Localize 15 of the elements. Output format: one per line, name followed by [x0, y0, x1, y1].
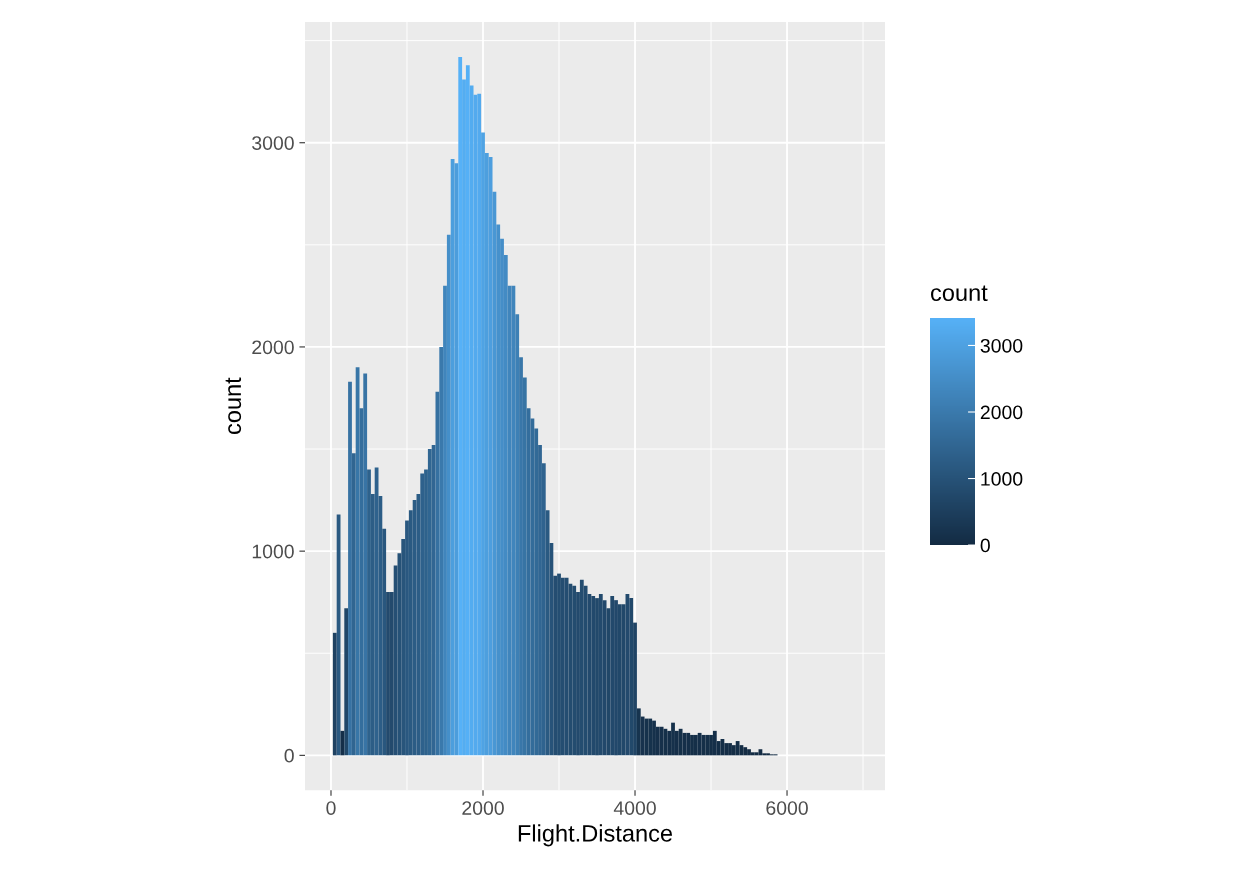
y-tick-label: 0: [284, 748, 294, 763]
x-axis-title: Flight.Distance: [518, 824, 673, 847]
color-bar-label: 0: [980, 538, 990, 553]
x-tick-label: 0: [326, 801, 336, 815]
color-bar-label: 3000: [980, 338, 1023, 353]
y-tick-label: 3000: [252, 136, 294, 150]
y-axis-title: count: [225, 377, 242, 435]
color-bar-label: 1000: [981, 472, 1023, 486]
color-bar-label: 2000: [980, 405, 1023, 420]
y-tick-label: 2000: [252, 340, 294, 355]
x-tick-label: 6000: [766, 801, 808, 815]
y-tick-label: 1000: [252, 544, 294, 559]
color-bar-title: count: [931, 285, 988, 302]
x-tick-label: 4000: [613, 801, 656, 815]
x-tick-label: 2000: [462, 801, 504, 815]
